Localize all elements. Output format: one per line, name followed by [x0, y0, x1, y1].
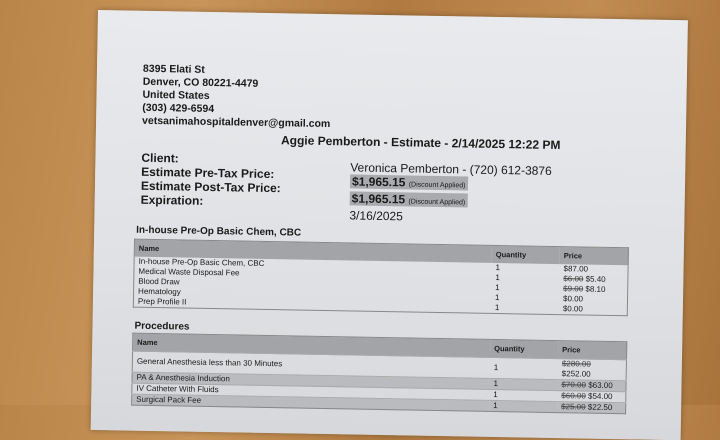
labwork-table: Name Quantity Price In-house Pre-Op Basic …	[132, 238, 629, 317]
column-header: Quantity	[489, 339, 559, 359]
discounted-price: $8.10	[585, 284, 606, 294]
item-price: $60.00 $54.00	[557, 390, 626, 403]
discounted-price: $54.00	[587, 391, 613, 402]
discounted-price: $22.50	[587, 402, 613, 413]
info-labels: Client: Estimate Pre-Tax Price: Estimate…	[141, 151, 282, 209]
estimate-document: 8395 Elati St Denver, CO 80221-4479 Unit…	[90, 10, 688, 440]
discounted-price: $63.00	[588, 380, 613, 391]
discounted-price: $0.00	[562, 304, 583, 314]
expiration-label: Expiration:	[140, 192, 204, 208]
original-price: $25.00	[561, 402, 586, 412]
pretax-value: $1,965.15 (Discount Applied)	[349, 174, 468, 191]
item-quantity: 1	[494, 302, 500, 313]
discounted-price: $252.00	[561, 369, 591, 379]
original-price: $60.00	[561, 391, 586, 401]
item-price: $25.00 $22.50	[557, 401, 626, 414]
section-title: Procedures	[134, 320, 190, 333]
info-values: Veronica Pemberton - (720) 612-3876 $1,9…	[349, 160, 552, 226]
item-price: $0.00	[559, 304, 628, 316]
original-price: $70.00	[561, 380, 587, 390]
column-header: Quantity	[491, 245, 560, 265]
section-title: In-house Pre-Op Basic Chem, CBC	[136, 224, 302, 239]
procedures-table: Name Quantity Price General Anesthesia les…	[131, 332, 628, 415]
item-quantity: 1	[489, 357, 558, 380]
item-price: $70.00 $63.00	[557, 379, 627, 392]
original-price: $280.00	[561, 359, 591, 369]
item-price: $280.00 $252.00	[557, 358, 627, 381]
clinic-email: vetsanimahospitaldenver@gmail.com	[141, 114, 331, 131]
item-quantity: 1	[489, 400, 558, 413]
original-price: $6.00	[563, 274, 584, 284]
posttax-value: $1,965.15 (Discount Applied)	[349, 191, 468, 208]
clinic-address: 8395 Elati St Denver, CO 80221-4479 Unit…	[142, 63, 331, 131]
discounted-price: $5.40	[585, 274, 606, 284]
expiration-value: 3/16/2025	[349, 208, 403, 224]
original-price: $9.00	[563, 284, 584, 294]
discounted-price: $87.00	[563, 264, 589, 274]
discounted-price: $0.00	[562, 294, 584, 304]
column-header: Price	[559, 246, 629, 266]
column-header: Price	[557, 340, 627, 360]
